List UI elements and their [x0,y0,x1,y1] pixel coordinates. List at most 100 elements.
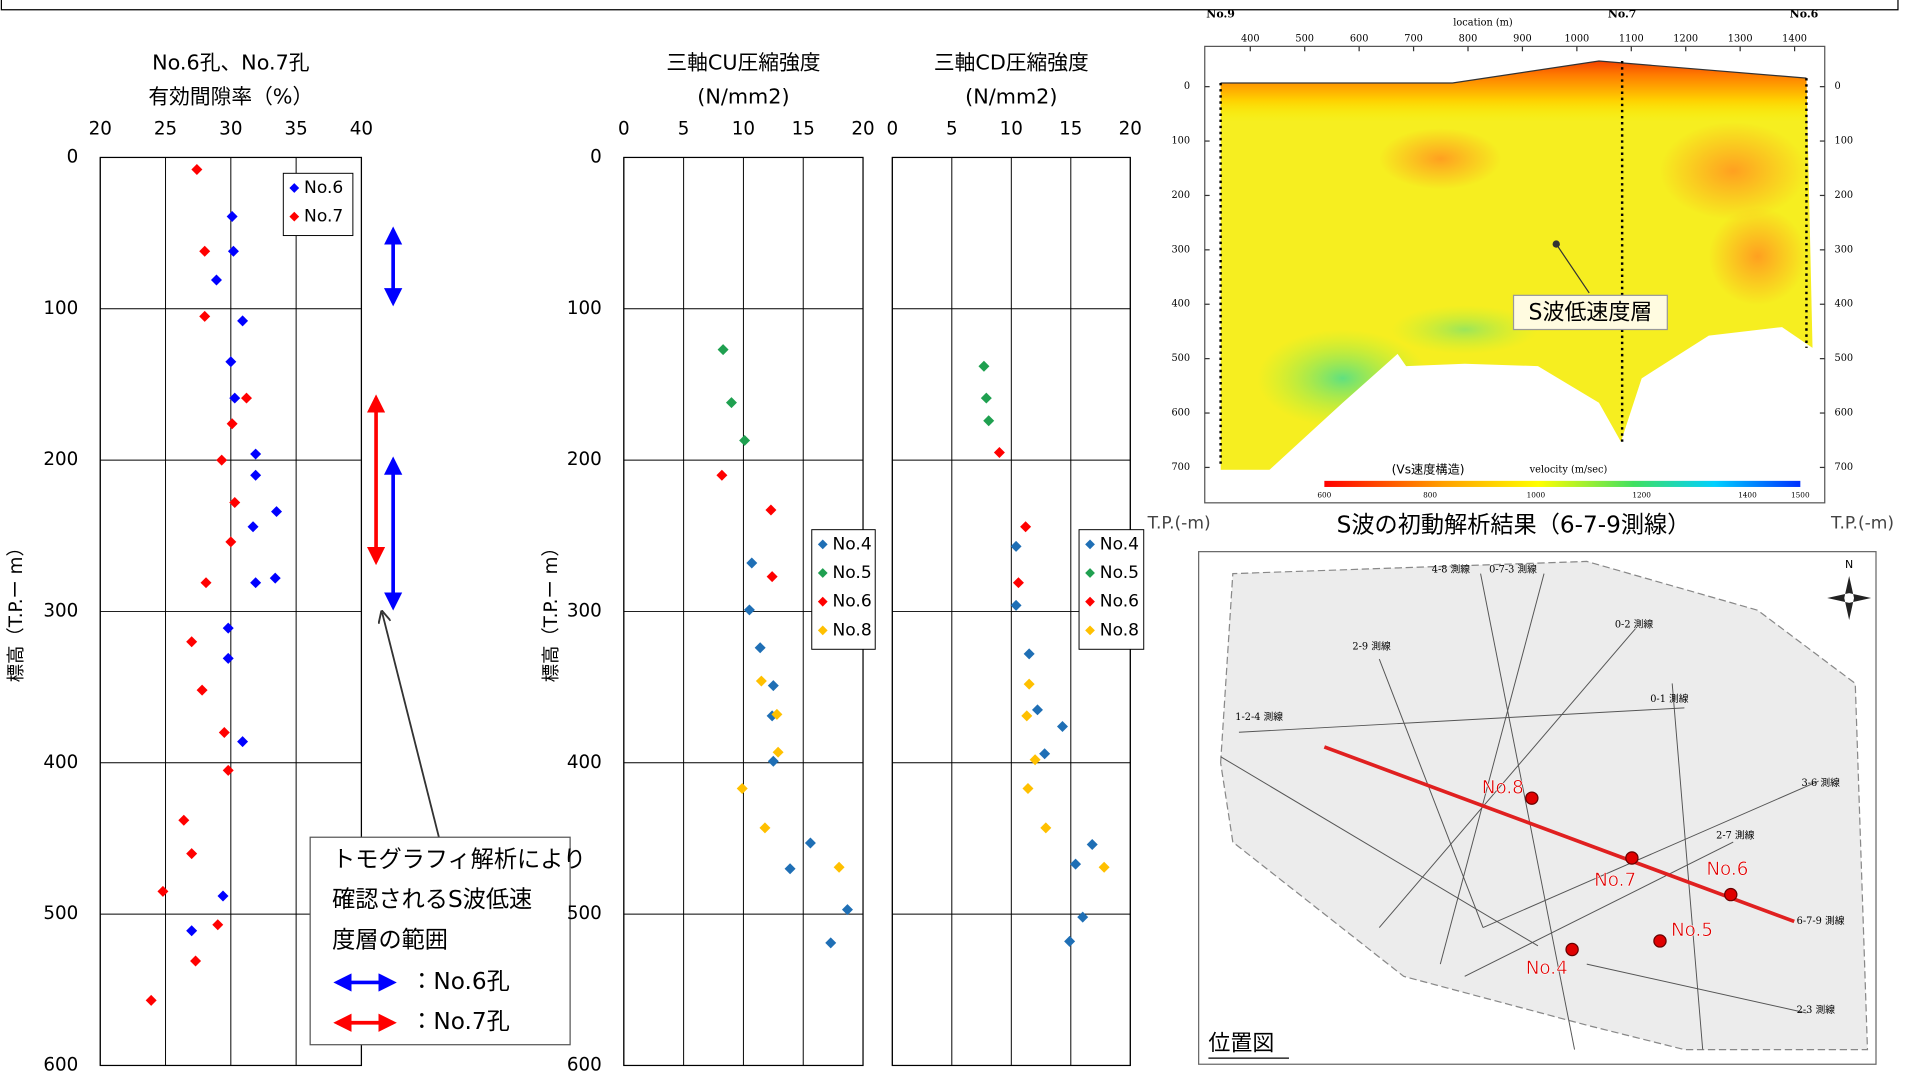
y-tick-label: 700 [1171,462,1190,473]
y-tick-label: 100 [567,298,602,319]
data-point [212,919,224,931]
y-tick-label: 100 [1835,136,1854,147]
data-point [210,274,222,286]
y-tick-label: 600 [567,1054,602,1074]
y-tick-label: 400 [1835,299,1854,310]
tomography [1204,45,1826,504]
data-point [241,392,252,404]
map-title: 位置図 [1208,1032,1274,1057]
x-tick-label: 5 [678,118,690,139]
data-point [178,814,190,826]
data-point [196,684,208,696]
data-point [717,344,729,356]
y-tick-label: 600 [43,1054,78,1074]
survey-lines [1220,573,1819,1050]
legend-marker [1085,539,1095,550]
x-tick-label: 1100 [1619,34,1644,45]
colorbar-tick-label: 1400 [1738,491,1757,500]
data-point [841,904,853,916]
survey-line-label: 2-9 測線 [1352,639,1391,652]
data-point [755,675,767,687]
legend-label: No.8 [833,620,872,640]
y-axis-label: T.P.(-m) [1830,514,1894,534]
annotation-box [309,836,571,1046]
annotation-box [1512,294,1668,331]
legend-label: No.8 [1100,620,1139,640]
data-point [771,708,783,720]
x-tick-label: 500 [1295,34,1314,45]
legend-label: No.5 [1100,563,1139,583]
data-point [1039,748,1051,760]
data-point [759,822,771,834]
data-point [1010,599,1022,611]
x-tick-label: 1200 [1673,34,1698,45]
y-tick-label: 600 [1171,408,1190,419]
data-point [1010,540,1022,552]
y-tick-label: 400 [1171,299,1190,310]
pointer-line [1555,243,1590,294]
y-tick-label: 0 [590,146,602,167]
data-point [746,557,758,569]
pointer-dot [1552,240,1560,248]
x-tick-label: 1000 [1564,34,1589,45]
caption: S波の初動解析結果（6-7-9測線） [1337,512,1691,539]
legend-marker [1085,568,1095,578]
y-tick-label: 500 [1171,353,1190,364]
data-point [743,604,755,616]
data-point [980,392,992,404]
map: N [1198,551,1877,1065]
survey-line-label: 0-7-3 測線 [1489,562,1537,575]
data-point [1070,858,1082,870]
x-tick-label: 10 [732,118,755,139]
chart-title: (N/mm2) [697,85,789,109]
data-point [993,447,1005,459]
y-tick-label: 500 [1835,353,1854,364]
colorbar-tick-label: 600 [1317,491,1331,500]
data-point [247,521,259,533]
y-tick-label: 0 [1184,81,1190,92]
data-point [766,571,778,583]
chart-title: (N/mm2) [965,85,1057,109]
data-point [1064,935,1076,947]
x-tick-label: 400 [1241,34,1260,45]
y-tick-label: 300 [43,600,78,621]
legend-label: No.7 [304,207,343,227]
legend-marker [289,211,300,222]
data-point [1012,577,1024,589]
x-tick-label: 20 [89,118,112,139]
annotation: S波低速度層 [1529,301,1653,326]
survey-line-label: 2-7 測線 [1716,829,1755,842]
legend-label: No.6 [833,592,872,612]
data-point [199,245,211,257]
chart-title: 三軸CU圧縮強度 [666,50,820,74]
y-tick-label: 100 [1171,136,1190,147]
y-axis-label: T.P.(-m) [1147,514,1211,534]
colorbar-tick-label: 1000 [1527,491,1546,500]
x-tick-label: 15 [1059,118,1082,139]
colorbar [1324,480,1801,487]
data-point [1023,648,1035,660]
survey-line-label: 0-1 測線 [1650,692,1689,705]
y-axis-label: 標高（T.P.ー m） [6,538,27,682]
colorbar-unit-label: velocity (m/sec) [1529,464,1608,475]
annotation-text: 度層の範囲 [332,926,448,953]
y-tick-label: 600 [1835,408,1854,419]
y-tick-label: 300 [1171,244,1190,255]
colorbar-tick-label: 800 [1423,491,1437,500]
legend-label: No.4 [1100,534,1139,554]
y-tick-label: 300 [567,600,602,621]
legend-marker [1085,596,1095,607]
annotation-pointer [382,613,441,840]
chart-title: 有効間隙率（%） [148,85,313,109]
data-point [229,496,241,508]
data-point [186,848,198,860]
legend-label: No.5 [833,563,872,583]
header-frame [0,0,1899,11]
x-tick-label: 10 [1000,118,1023,139]
y-tick-label: 400 [567,752,602,773]
y-tick-label: 200 [567,449,602,470]
y-tick-label: 0 [67,146,79,167]
y-tick-label: 100 [43,298,78,319]
annotation-text: 確認されるS波低速 [332,886,532,913]
data-point [978,360,990,372]
